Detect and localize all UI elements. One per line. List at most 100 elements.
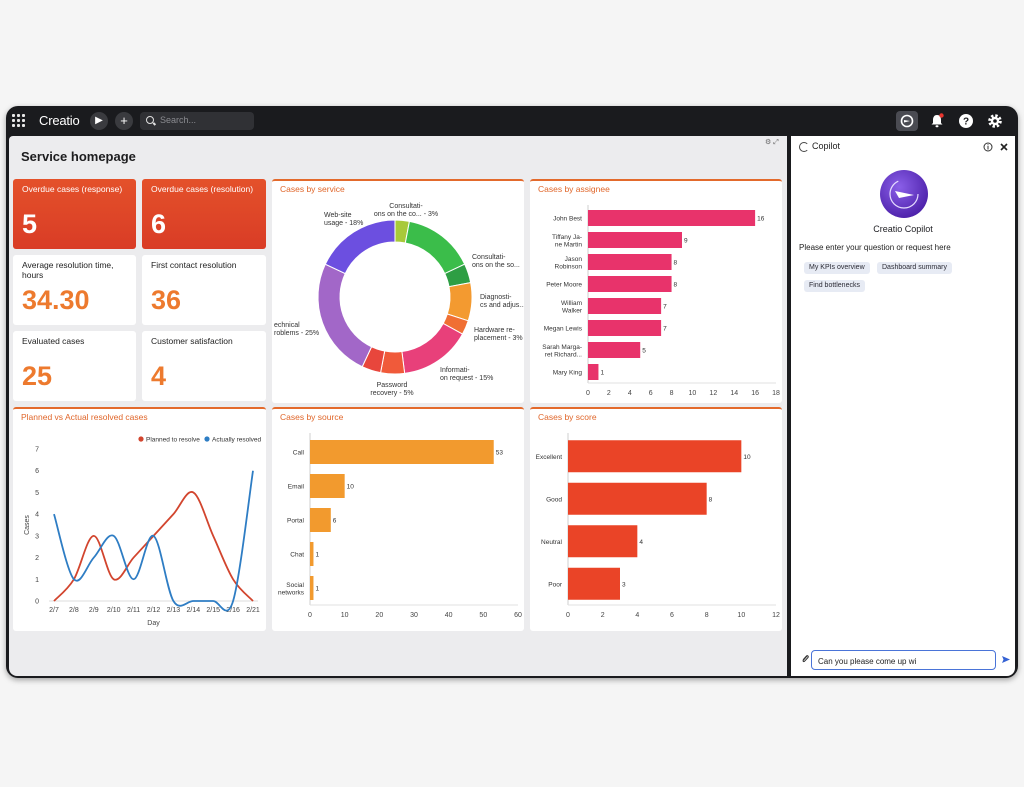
donut-slice bbox=[317, 263, 373, 368]
bar bbox=[568, 440, 742, 473]
copilot-small-icon bbox=[799, 142, 809, 152]
donut-chart: Consultati-ons on the co... - 3% Consulta… bbox=[274, 203, 524, 397]
copilot-message-input[interactable] bbox=[812, 654, 994, 669]
x-tick-label: 30 bbox=[410, 612, 418, 619]
legend-marker bbox=[138, 436, 144, 442]
x-tick-label: 2/21 bbox=[246, 607, 260, 614]
app-launcher-icon[interactable] bbox=[12, 114, 25, 127]
search-input[interactable]: Search... bbox=[160, 115, 197, 125]
kpi-first-contact[interactable]: First contact resolution 36 bbox=[142, 255, 266, 325]
category-label: Mary King bbox=[553, 370, 583, 377]
x-tick-label: 0 bbox=[308, 612, 312, 619]
category-label: Sarah Marga-ret Richard... bbox=[542, 344, 582, 359]
dashboard-tools[interactable]: ⚙ ⤢ bbox=[765, 139, 779, 146]
bar-value-label: 10 bbox=[347, 484, 355, 491]
add-record-button[interactable]: + bbox=[115, 112, 133, 130]
bar bbox=[310, 542, 314, 566]
x-tick-label: 2/9 bbox=[89, 607, 99, 614]
bar bbox=[588, 232, 682, 248]
x-tick-label: 8 bbox=[705, 612, 709, 619]
bar bbox=[568, 567, 620, 600]
x-tick-label: 2 bbox=[607, 390, 611, 397]
info-icon[interactable] bbox=[983, 142, 993, 152]
chart-planned-vs-actual[interactable]: Planned vs Actual resolved cases 0 1 2 3 4 5 6… bbox=[13, 407, 266, 631]
app-logo: Creatio bbox=[39, 113, 80, 128]
bar bbox=[310, 576, 314, 600]
kpi-label: Overdue cases (response) bbox=[22, 184, 123, 194]
donut-label: Password recovery - 5% bbox=[370, 382, 413, 397]
send-icon[interactable] bbox=[1001, 655, 1011, 664]
bar bbox=[588, 320, 662, 336]
donut-label: Web-site usage - 18% bbox=[324, 212, 363, 227]
close-icon[interactable] bbox=[999, 142, 1009, 152]
run-process-button[interactable]: ▶ bbox=[90, 112, 108, 130]
kpi-overdue-resolution[interactable]: Overdue cases (resolution) 6 bbox=[142, 179, 266, 249]
chip-find-bottlenecks[interactable]: Find bottlenecks bbox=[804, 280, 865, 292]
bar bbox=[588, 254, 672, 270]
copilot-toggle-button[interactable] bbox=[896, 111, 918, 131]
bar bbox=[588, 342, 641, 358]
chart-title: Cases by service bbox=[280, 184, 345, 194]
donut-label: Consultati-ons on the co... - 3% bbox=[374, 203, 438, 218]
bar-value-label: 1 bbox=[315, 552, 319, 559]
category-label: John Best bbox=[553, 216, 582, 223]
category-label: William Walker bbox=[561, 300, 583, 315]
kpi-value: 34.30 bbox=[22, 285, 90, 315]
kpi-value: 25 bbox=[22, 361, 53, 391]
x-tick-label: 2/12 bbox=[147, 607, 161, 614]
donut-slice bbox=[324, 219, 396, 275]
chart-cases-by-assignee[interactable]: Cases by assignee 0 2 4 6 8 10 12 14 16 18 John Be… bbox=[530, 179, 782, 403]
y-tick-label: 5 bbox=[35, 490, 39, 497]
category-label: Call bbox=[293, 450, 305, 457]
x-tick-label: 12 bbox=[709, 390, 717, 397]
kpi-value: 5 bbox=[22, 209, 38, 239]
kpi-overdue-response[interactable]: Overdue cases (response) 5 bbox=[13, 179, 136, 249]
bar bbox=[588, 276, 672, 292]
y-tick-label: 0 bbox=[35, 599, 39, 606]
help-icon[interactable]: ? bbox=[957, 112, 975, 130]
y-tick-label: 4 bbox=[35, 512, 39, 519]
category-label: Social networks bbox=[278, 582, 305, 597]
bar-value-label: 1 bbox=[315, 586, 319, 593]
chip-dashboard-summary[interactable]: Dashboard summary bbox=[877, 262, 952, 274]
bar-value-label: 5 bbox=[642, 348, 646, 355]
chart-title: Cases by source bbox=[280, 412, 344, 422]
bar-chart: 0 2 4 6 8 10 12 Excellent 10 Good 8 Neutral 4 Poor 3 bbox=[536, 433, 780, 619]
chart-cases-by-score[interactable]: Cases by score 0 2 4 6 8 10 12 Excellent 10 Good 8… bbox=[530, 407, 782, 631]
x-tick-label: 18 bbox=[772, 390, 780, 397]
global-search[interactable]: Search... bbox=[140, 112, 254, 130]
bar-value-label: 16 bbox=[757, 216, 765, 223]
kpi-avg-resolution[interactable]: Average resolution time, hours 34.30 bbox=[13, 255, 136, 325]
chart-cases-by-service[interactable]: Cases by service Consultati-ons on the c… bbox=[272, 179, 524, 403]
x-tick-label: 40 bbox=[445, 612, 453, 619]
copilot-icon bbox=[900, 114, 914, 128]
paperclip-icon[interactable] bbox=[801, 654, 810, 664]
copilot-message-field[interactable] bbox=[811, 650, 996, 670]
donut-slice bbox=[401, 322, 464, 374]
line-chart: 0 1 2 3 4 5 6 7 2/7 2/8 2/9 2/10 2/11 2/12 2/13 2/14 2/1… bbox=[24, 436, 262, 627]
legend-label: Actually resolved bbox=[212, 437, 262, 444]
copilot-prompt: Please enter your question or request he… bbox=[799, 243, 951, 252]
donut-slice bbox=[404, 220, 466, 275]
x-tick-label: 2/16 bbox=[226, 607, 240, 614]
kpi-value: 36 bbox=[151, 285, 182, 315]
kpi-satisfaction[interactable]: Customer satisfaction 4 bbox=[142, 331, 266, 401]
kpi-evaluated[interactable]: Evaluated cases 25 bbox=[13, 331, 136, 401]
bar bbox=[310, 474, 345, 498]
category-label: Neutral bbox=[541, 539, 563, 546]
bar-value-label: 53 bbox=[496, 450, 504, 457]
chip-kpis-overview[interactable]: My KPIs overview bbox=[804, 262, 870, 274]
gear-icon[interactable] bbox=[986, 112, 1004, 130]
plus-icon: + bbox=[120, 113, 128, 128]
bell-icon[interactable] bbox=[928, 112, 946, 130]
chart-title: Planned vs Actual resolved cases bbox=[21, 412, 148, 422]
chart-cases-by-source[interactable]: Cases by source 0 10 20 30 40 50 60 Call 53 Email… bbox=[272, 407, 524, 631]
bar bbox=[568, 525, 638, 558]
svg-text:?: ? bbox=[963, 117, 969, 128]
x-tick-label: 50 bbox=[479, 612, 487, 619]
category-label: Email bbox=[288, 484, 305, 491]
category-label: Tiffany Ja-ne Martin bbox=[552, 234, 582, 249]
copilot-avatar-icon bbox=[880, 170, 928, 218]
x-tick-label: 16 bbox=[751, 390, 759, 397]
